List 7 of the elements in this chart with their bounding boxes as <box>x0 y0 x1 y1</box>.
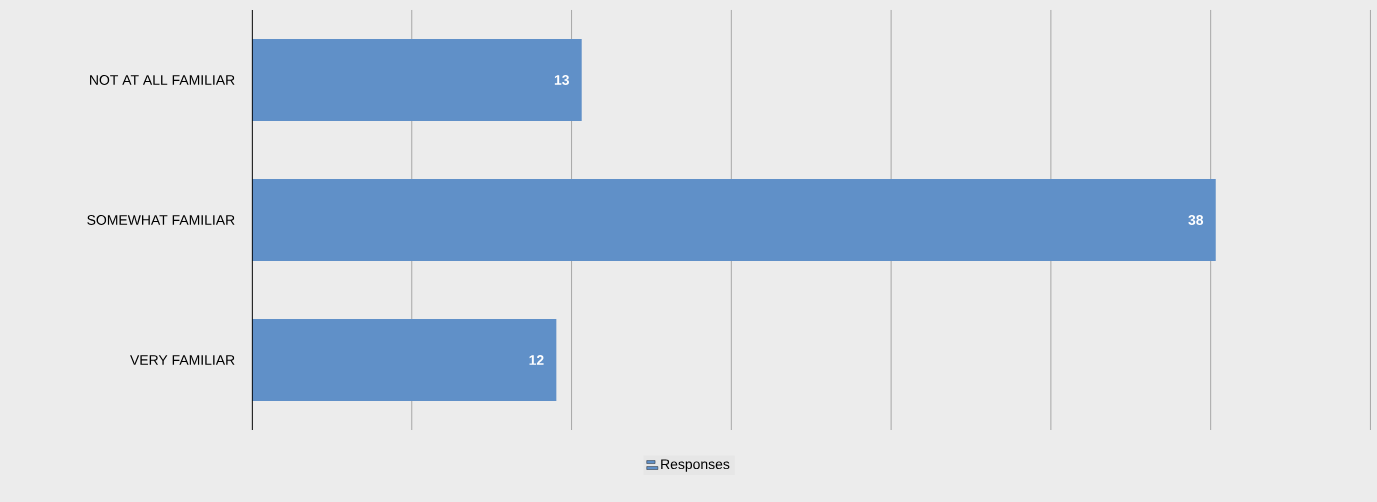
data-label: 38 <box>1188 215 1204 225</box>
data-label: 12 <box>529 355 544 365</box>
y-tick-label: NOT AT ALL FAMILIAR <box>90 75 235 85</box>
y-tick-label: VERY FAMILIAR <box>130 355 235 365</box>
data-label: 13 <box>554 75 569 85</box>
y-tick-label: SOMEWHAT FAMILIAR <box>87 215 235 225</box>
legend-label: Responses <box>661 459 730 472</box>
